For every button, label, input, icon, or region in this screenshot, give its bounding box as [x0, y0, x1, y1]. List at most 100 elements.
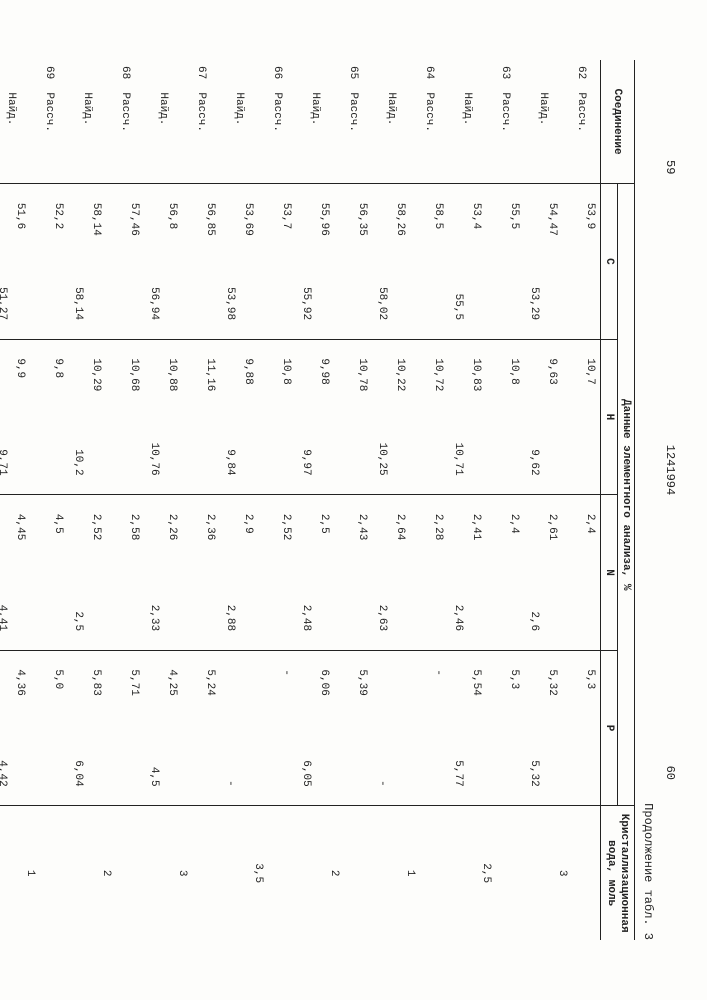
cell: 56,856,94 — [144, 184, 182, 340]
cell: 52,2 — [30, 184, 68, 340]
col-h: H — [601, 339, 618, 495]
cell: 58,5 — [410, 184, 448, 340]
row-calc-label: 69 Рассч. — [30, 60, 68, 184]
cell: 2,36 — [182, 495, 220, 651]
table-row: 63 Рассч.55,510,82,45,32,5 — [486, 60, 524, 940]
table-row: 68 Рассч.57,4610,682,585,712 — [106, 60, 144, 940]
col-n: N — [601, 495, 618, 651]
row-calc-label: 62 Рассч. — [562, 60, 601, 184]
cell: 10,8 — [258, 339, 296, 495]
cell: 5,39 — [334, 650, 372, 806]
cell: 2,642,63 — [372, 495, 410, 651]
water-cell: 3 — [524, 806, 601, 940]
cell: 2,522,5 — [68, 495, 106, 651]
cell: 5,836,04 — [68, 650, 106, 806]
cell: 57,46 — [106, 184, 144, 340]
cell: - — [220, 650, 258, 806]
table-row: 69 Рассч.52,29,84,55,01 — [30, 60, 68, 940]
row-calc-label: 66 Рассч. — [258, 60, 296, 184]
table-row: 67 Рассч.56,8511,162,365,243 — [182, 60, 220, 940]
cell: 2,92,88 — [220, 495, 258, 651]
cell: 5,0 — [30, 650, 68, 806]
cell: 10,2210,25 — [372, 339, 410, 495]
cell: 55,5 — [486, 184, 524, 340]
cell: 10,8810,76 — [144, 339, 182, 495]
table-row: 64 Рассч.58,510,722,28-1 — [410, 60, 448, 940]
cell: 56,35 — [334, 184, 372, 340]
row-calc-label: 67 Рассч. — [182, 60, 220, 184]
water-cell: 3 — [144, 806, 220, 940]
cell: 5,24 — [182, 650, 220, 806]
water-cell: 2,5 — [448, 806, 524, 940]
cell: 10,2910,2 — [68, 339, 106, 495]
cell: 5,71 — [106, 650, 144, 806]
page-num-left: 59 — [663, 160, 677, 174]
cell: 10,72 — [410, 339, 448, 495]
cell: 53,7 — [258, 184, 296, 340]
table-row: 62 Рассч.53,910,72,45,33 — [562, 60, 601, 940]
cell: 53,6953,98 — [220, 184, 258, 340]
cell: 5,545,77 — [448, 650, 486, 806]
cell: 2,412,46 — [448, 495, 486, 651]
cell: 10,7 — [562, 339, 601, 495]
cell: 6,066,05 — [296, 650, 334, 806]
cell: 4,254,5 — [144, 650, 182, 806]
row-found-label: Найд. — [68, 60, 106, 184]
cell: 2,4 — [486, 495, 524, 651]
cell: 9,889,84 — [220, 339, 258, 495]
cell: 2,612,6 — [524, 495, 562, 651]
cell: 5,3 — [562, 650, 601, 806]
cell: 54,4753,29 — [524, 184, 562, 340]
cell: 4,364,42 — [0, 650, 30, 806]
col-water: Кристаллизационная вода, моль — [601, 806, 635, 940]
cell: 4,5 — [30, 495, 68, 651]
cell: - — [410, 650, 448, 806]
table-row: 65 Рассч.56,3510,782,435,392 — [334, 60, 372, 940]
cell: 9,989,97 — [296, 339, 334, 495]
cell: 51,651,27 — [0, 184, 30, 340]
cell: 53,9 — [562, 184, 601, 340]
cell: 2,28 — [410, 495, 448, 651]
cell: 2,43 — [334, 495, 372, 651]
cell: - — [258, 650, 296, 806]
cell: 56,85 — [182, 184, 220, 340]
row-found-label: Найд. — [372, 60, 410, 184]
cell: 10,8310,71 — [448, 339, 486, 495]
cell: 9,8 — [30, 339, 68, 495]
cell: 10,68 — [106, 339, 144, 495]
col-compound: Соединение — [601, 60, 635, 184]
row-found-label: Найд. — [144, 60, 182, 184]
col-analysis: Данные элементного анализа, % — [618, 184, 635, 806]
cell: 4,454,41 — [0, 495, 30, 651]
row-found-label: Найд. — [524, 60, 562, 184]
cell: 2,52 — [258, 495, 296, 651]
doc-number: 1241994 — [663, 445, 677, 495]
cell: 53,455,5 — [448, 184, 486, 340]
cell: 58,1458,14 — [68, 184, 106, 340]
cell: 2,262,33 — [144, 495, 182, 651]
analysis-table: Соединение Данные элементного анализа, %… — [0, 60, 635, 940]
cell: 2,52,48 — [296, 495, 334, 651]
cell: 9,99,71 — [0, 339, 30, 495]
table-caption: Продолжение табл. 3 — [641, 60, 655, 940]
cell: 58,2658,02 — [372, 184, 410, 340]
cell: - — [372, 650, 410, 806]
page-header: 59 1241994 60 — [663, 60, 677, 940]
row-calc-label: 64 Рассч. — [410, 60, 448, 184]
cell: 2,4 — [562, 495, 601, 651]
cell: 9,639,62 — [524, 339, 562, 495]
page-num-right: 60 — [663, 766, 677, 780]
water-cell: 2 — [296, 806, 372, 940]
cell: 10,8 — [486, 339, 524, 495]
row-found-label: Найд. — [0, 60, 30, 184]
cell: 10,78 — [334, 339, 372, 495]
cell: 11,16 — [182, 339, 220, 495]
water-cell: 2 — [68, 806, 144, 940]
cell: 5,325,32 — [524, 650, 562, 806]
row-calc-label: 63 Рассч. — [486, 60, 524, 184]
cell: 2,58 — [106, 495, 144, 651]
cell: 55,9655,92 — [296, 184, 334, 340]
row-found-label: Найд. — [448, 60, 486, 184]
table-row: 66 Рассч.53,710,82,52-3,5 — [258, 60, 296, 940]
water-cell: 1 — [0, 806, 68, 940]
